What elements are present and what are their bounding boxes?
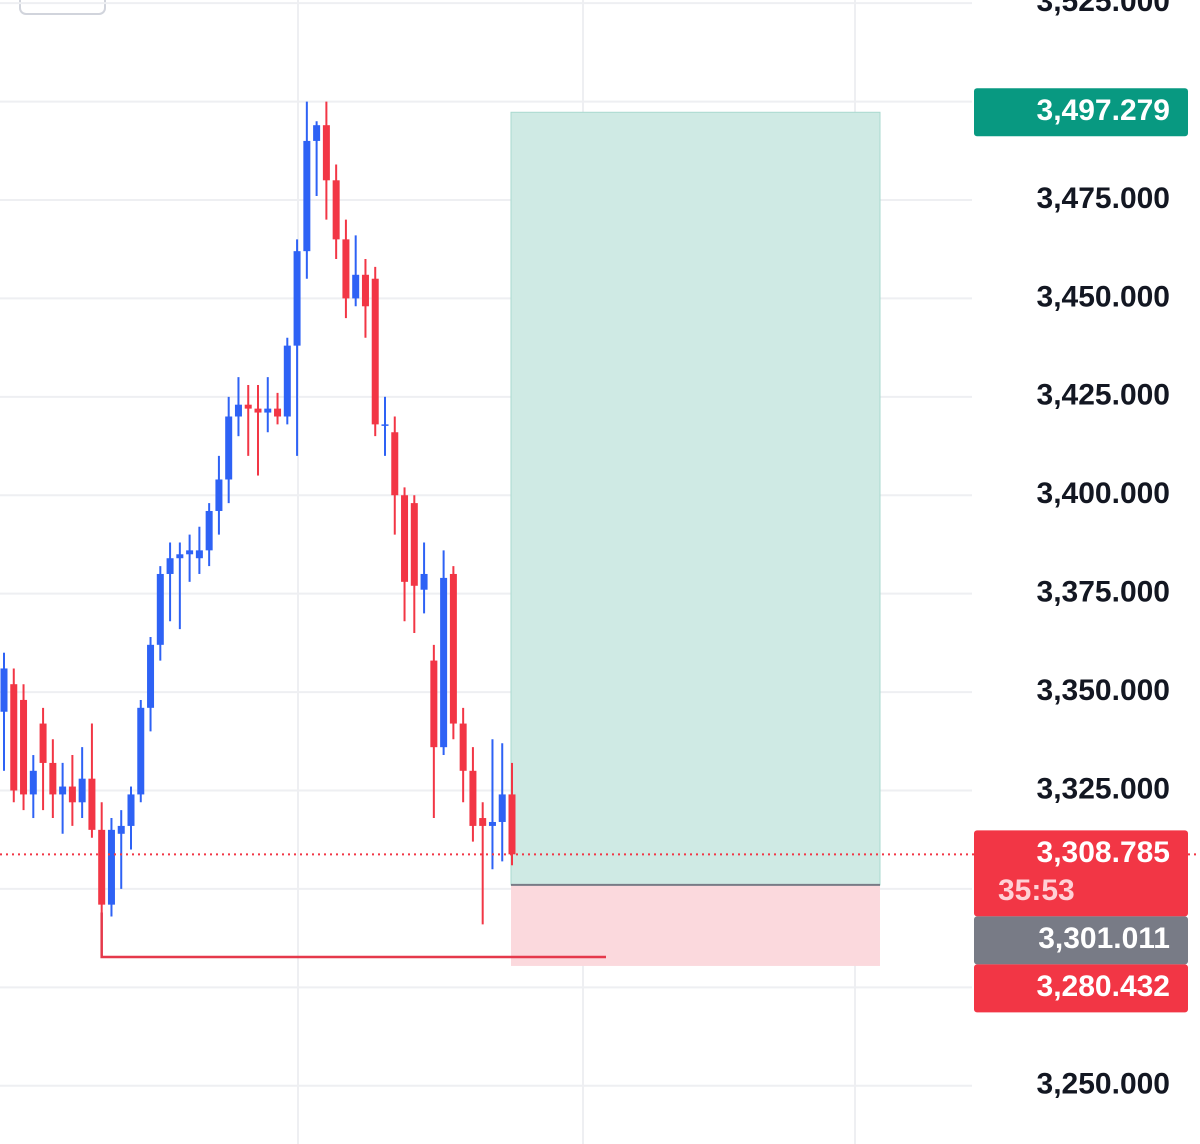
candle-body <box>469 770 477 826</box>
candle-body <box>440 577 448 748</box>
candle-body <box>352 274 360 299</box>
candle-body <box>498 794 506 822</box>
candle-body <box>371 278 379 425</box>
y-tick-label: 3,325.000 <box>1037 772 1170 805</box>
candle-body <box>381 424 389 426</box>
price-badge <box>974 88 1188 137</box>
candle-body <box>508 794 516 855</box>
candle-body <box>78 778 86 803</box>
loss-zone <box>511 884 880 966</box>
plot <box>0 101 1200 966</box>
candle-body <box>293 251 301 346</box>
candle-body <box>29 770 37 795</box>
candle-body <box>147 644 155 708</box>
y-tick-label: 3,525.000 <box>1037 0 1170 18</box>
candle-body <box>68 786 76 803</box>
y-tick-label: 3,425.000 <box>1037 379 1170 412</box>
y-tick-label: 3,450.000 <box>1037 280 1170 313</box>
candle-body <box>244 404 252 409</box>
candle-body <box>420 573 428 590</box>
candle-body <box>391 432 399 496</box>
candle-body <box>98 829 106 905</box>
candle-body <box>156 573 164 645</box>
candle-body <box>215 479 223 511</box>
toolbar-button[interactable] <box>19 0 106 15</box>
candle-body <box>39 723 47 763</box>
candle-body <box>479 818 487 826</box>
price-axis: 3,250.0003,275.0003,300.0003,325.0003,35… <box>974 0 1188 1101</box>
candle-body <box>10 684 18 791</box>
candle-body <box>254 408 262 413</box>
candle-body <box>49 762 57 795</box>
candle-body <box>303 140 311 252</box>
candle-body <box>313 125 321 141</box>
candle-body <box>0 668 8 712</box>
candle-body <box>176 554 184 559</box>
profit-zone <box>510 111 881 886</box>
candle-body <box>449 573 457 724</box>
candle-body <box>264 408 272 413</box>
candle-body <box>88 778 96 830</box>
price-badge-label: 3,301.011 <box>1038 922 1170 955</box>
candle-body <box>107 829 115 905</box>
price-badge <box>974 964 1188 1013</box>
candle-body <box>205 510 213 551</box>
y-tick-label: 3,400.000 <box>1037 477 1170 510</box>
candle-body <box>274 408 282 417</box>
countdown: 35:53 <box>998 874 1075 907</box>
price-badge-label: 3,308.785 <box>1037 836 1170 869</box>
price-badge <box>974 916 1188 965</box>
candle-body <box>283 345 291 417</box>
candle-body <box>410 503 418 586</box>
y-tick-label: 3,375.000 <box>1037 576 1170 609</box>
candle-body <box>195 550 203 559</box>
candle-body <box>166 558 174 574</box>
price-badge-label: 3,497.279 <box>1037 94 1170 127</box>
candle-body <box>459 723 467 771</box>
y-tick-label: 3,250.000 <box>1037 1068 1170 1101</box>
candle-body <box>117 825 125 834</box>
candle-body <box>342 239 350 299</box>
candle-body <box>322 125 330 181</box>
candle-body <box>430 660 438 748</box>
candle-body <box>127 794 135 826</box>
candle-body <box>20 699 28 795</box>
candle-body <box>186 550 194 555</box>
price-badge-label: 3,280.432 <box>1037 970 1170 1003</box>
candle-body <box>234 404 242 417</box>
level-line <box>100 912 606 959</box>
candle-body <box>137 707 145 795</box>
candle-body <box>401 495 409 582</box>
candle-body <box>225 416 233 480</box>
y-tick-label: 3,475.000 <box>1037 182 1170 215</box>
candle-body <box>488 821 496 826</box>
candle-body <box>361 274 369 307</box>
candle-body <box>332 180 340 240</box>
candle-body <box>59 786 67 795</box>
y-tick-label: 3,350.000 <box>1037 674 1170 707</box>
price-badge <box>974 830 1188 917</box>
